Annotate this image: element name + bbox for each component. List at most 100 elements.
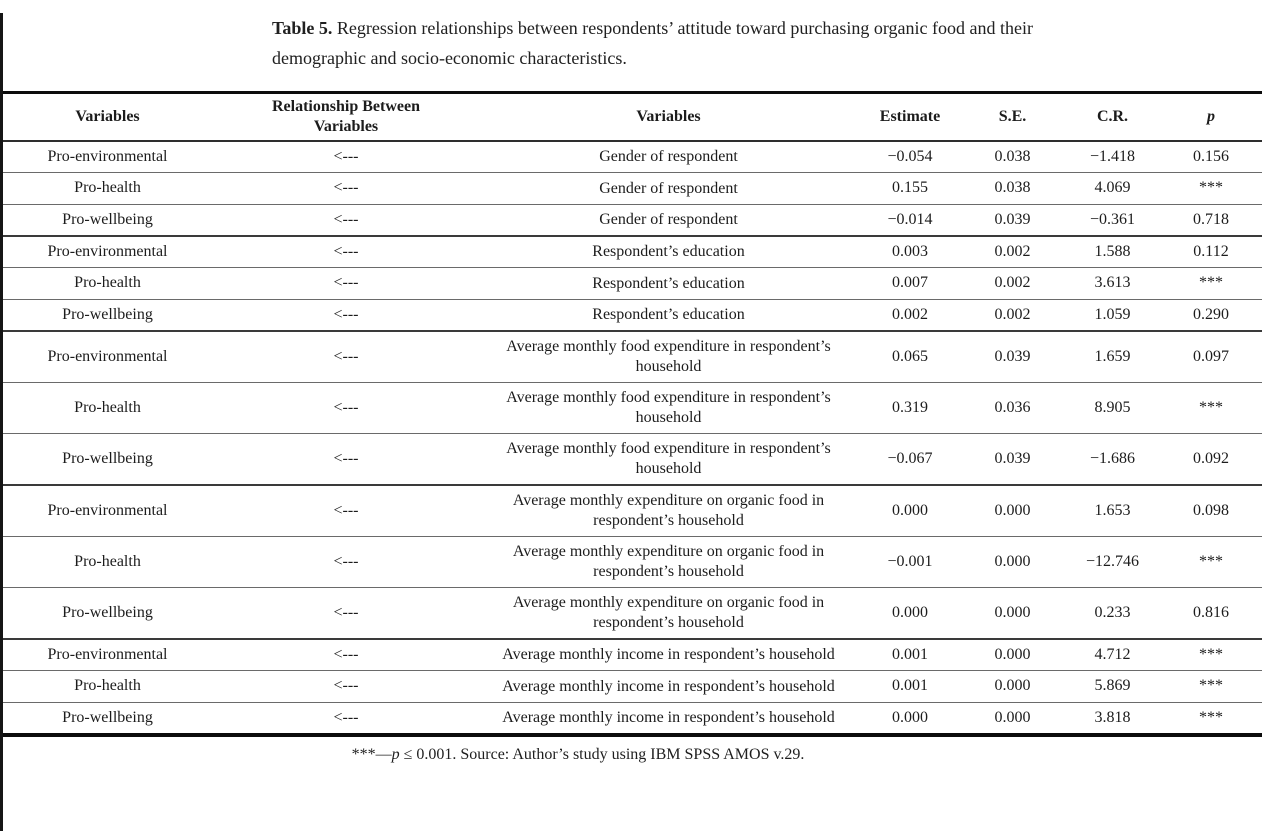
header-cr-label: C.R. <box>1096 108 1129 125</box>
table-row: Pro-environmental <--- Average monthly f… <box>0 331 1262 383</box>
p-value-cell: *** <box>1199 552 1223 570</box>
independent-variable-cell: Average monthly food expenditure in resp… <box>477 331 860 383</box>
table-row: Pro-wellbeing <--- Average monthly incom… <box>0 702 1262 735</box>
table-row: Pro-health <--- Average monthly food exp… <box>0 382 1262 434</box>
se-cell: 0.002 <box>994 305 1031 323</box>
se-cell: 0.000 <box>994 677 1031 695</box>
dependent-variable-cell: Pro-environmental <box>47 243 168 261</box>
page-scan-edge <box>0 13 3 831</box>
independent-variable-cell: Average monthly expenditure on organic f… <box>477 536 860 587</box>
independent-variable-cell: Average monthly income in respondent’s h… <box>477 702 860 735</box>
header-estimate-label: Estimate <box>879 108 941 125</box>
independent-variable-cell: Gender of respondent <box>477 141 860 173</box>
dependent-variable-cell: Pro-wellbeing <box>62 305 153 323</box>
relationship-arrow-cell: <--- <box>333 243 359 261</box>
header-dependent-variables: Variables <box>0 92 215 142</box>
header-se: S.E. <box>960 92 1065 142</box>
relationship-arrow-cell: <--- <box>333 449 359 467</box>
cr-cell: 8.905 <box>1094 398 1131 416</box>
independent-variable-text: Gender of respondent <box>599 210 738 228</box>
header-relationship-label: Relationship Between Variables <box>272 98 420 135</box>
header-cr: C.R. <box>1065 92 1160 142</box>
estimate-cell: 0.000 <box>892 501 928 519</box>
table-row: Pro-wellbeing <--- Respondent’s educatio… <box>0 299 1262 331</box>
table-caption: Table 5. Regression relationships betwee… <box>272 13 1122 73</box>
independent-variable-cell: Respondent’s education <box>477 299 860 331</box>
independent-variable-cell: Average monthly income in respondent’s h… <box>477 639 860 671</box>
independent-variable-text: Respondent’s education <box>592 305 745 323</box>
table-row: Pro-wellbeing <--- Gender of respondent … <box>0 204 1262 236</box>
independent-variable-text: Average monthly food expenditure in resp… <box>506 337 831 375</box>
estimate-cell: 0.002 <box>892 305 928 323</box>
table-body: Pro-environmental <--- Gender of respond… <box>0 141 1262 735</box>
independent-variable-text: Average monthly expenditure on organic f… <box>512 593 825 631</box>
p-value-cell: *** <box>1199 398 1223 416</box>
table-row: Pro-environmental <--- Average monthly i… <box>0 639 1262 671</box>
independent-variable-cell: Gender of respondent <box>477 173 860 204</box>
dependent-variable-cell: Pro-environmental <box>47 148 168 166</box>
estimate-cell: −0.001 <box>887 552 933 570</box>
relationship-arrow-cell: <--- <box>333 552 359 570</box>
table-row: Pro-health <--- Average monthly income i… <box>0 671 1262 703</box>
se-cell: 0.000 <box>994 552 1031 570</box>
table-row: Pro-environmental <--- Average monthly e… <box>0 485 1262 537</box>
independent-variable-text: Average monthly food expenditure in resp… <box>506 439 831 477</box>
se-cell: 0.000 <box>994 501 1031 519</box>
independent-variable-cell: Average monthly expenditure on organic f… <box>477 587 860 639</box>
independent-variable-cell: Gender of respondent <box>477 204 860 236</box>
table-row: Pro-health <--- Gender of respondent 0.1… <box>0 173 1262 205</box>
dependent-variable-cell: Pro-health <box>74 398 141 416</box>
table-header: Variables Relationship Between Variables… <box>0 92 1262 142</box>
se-cell: 0.002 <box>994 243 1031 261</box>
header-independent-variables: Variables <box>477 92 860 142</box>
p-value-cell: 0.098 <box>1193 501 1229 519</box>
table-row: Pro-environmental <--- Respondent’s educ… <box>0 236 1262 268</box>
cr-cell: 3.818 <box>1094 708 1131 726</box>
table-row: Pro-health <--- Respondent’s education 0… <box>0 268 1262 300</box>
p-value-cell: 0.097 <box>1193 347 1229 365</box>
independent-variable-text: Respondent’s education <box>592 274 745 292</box>
regression-table: Variables Relationship Between Variables… <box>0 91 1262 737</box>
header-dependent-label: Variables <box>75 108 140 125</box>
independent-variable-cell: Average monthly income in respondent’s h… <box>477 671 860 702</box>
p-value-cell: 0.718 <box>1193 210 1229 228</box>
relationship-arrow-cell: <--- <box>333 646 359 664</box>
se-cell: 0.038 <box>994 148 1031 166</box>
table-row: Pro-environmental <--- Gender of respond… <box>0 141 1262 173</box>
se-cell: 0.002 <box>994 274 1031 292</box>
p-value-cell: 0.092 <box>1193 449 1229 467</box>
p-value-cell: 0.816 <box>1193 603 1229 621</box>
header-se-label: S.E. <box>998 108 1027 125</box>
cr-cell: 3.613 <box>1094 274 1131 292</box>
estimate-cell: 0.003 <box>892 243 928 261</box>
cr-cell: 4.069 <box>1094 179 1131 197</box>
cr-cell: 1.588 <box>1094 243 1131 261</box>
estimate-cell: 0.000 <box>892 603 928 621</box>
independent-variable-cell: Average monthly food expenditure in resp… <box>477 433 860 485</box>
p-value-cell: *** <box>1199 179 1223 197</box>
dependent-variable-cell: Pro-environmental <box>47 501 168 519</box>
relationship-arrow-cell: <--- <box>333 603 359 621</box>
footnote-stars: ***— <box>351 745 392 763</box>
cr-cell: −1.418 <box>1089 148 1136 166</box>
independent-variable-text: Average monthly expenditure on organic f… <box>512 542 825 580</box>
relationship-arrow-cell: <--- <box>333 501 359 519</box>
se-cell: 0.039 <box>994 347 1031 365</box>
dependent-variable-cell: Pro-environmental <box>47 347 168 365</box>
independent-variable-text: Average monthly food expenditure in resp… <box>506 388 831 426</box>
se-cell: 0.038 <box>994 179 1031 197</box>
independent-variable-cell: Average monthly food expenditure in resp… <box>477 382 860 433</box>
p-value-cell: *** <box>1199 677 1223 695</box>
se-cell: 0.000 <box>994 708 1031 726</box>
header-relationship: Relationship Between Variables <box>215 92 477 142</box>
p-value-cell: 0.156 <box>1193 148 1229 166</box>
cr-cell: 4.712 <box>1094 646 1131 664</box>
p-value-cell: *** <box>1199 708 1223 726</box>
dependent-variable-cell: Pro-health <box>74 274 141 292</box>
dependent-variable-cell: Pro-wellbeing <box>62 708 153 726</box>
relationship-arrow-cell: <--- <box>333 179 359 197</box>
table-row: Pro-health <--- Average monthly expendit… <box>0 536 1262 588</box>
se-cell: 0.039 <box>994 210 1031 228</box>
independent-variable-text: Average monthly expenditure on organic f… <box>512 491 825 529</box>
se-cell: 0.000 <box>994 646 1031 664</box>
